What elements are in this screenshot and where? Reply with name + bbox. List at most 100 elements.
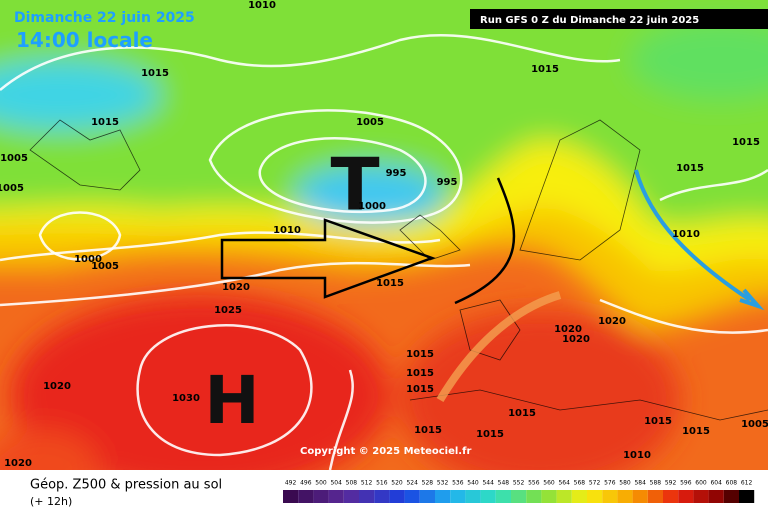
scale-swatch	[343, 490, 359, 503]
scale-label: 528	[422, 480, 434, 487]
date: Dimanche 22 juin 2025	[14, 10, 195, 26]
scale-label: 612	[741, 480, 753, 487]
scale-swatch	[419, 490, 435, 503]
scale-label: 504	[330, 480, 342, 487]
isobar-label: 1030	[172, 393, 200, 404]
scale-swatch	[602, 490, 618, 503]
scale-label: 552	[513, 480, 525, 487]
high-label: H	[204, 362, 259, 439]
scale-label: 584	[634, 480, 646, 487]
isobar-label: 1015	[644, 416, 672, 427]
scale-label: 492	[285, 480, 297, 487]
isobar-label: 1015	[91, 117, 119, 128]
scale-label: 496	[300, 480, 312, 487]
front-line	[454, 177, 516, 305]
scale-label: 564	[558, 480, 570, 487]
isobar-labels: 1010101510151015100510051005995995100010…	[0, 0, 768, 469]
scale-label: 588	[650, 480, 662, 487]
scale-label: 544	[482, 480, 494, 487]
isobar-label: 1015	[508, 408, 536, 419]
cold-arrow-head	[739, 288, 765, 311]
isobar-label: 1000	[358, 201, 386, 212]
scale-swatch	[465, 490, 481, 503]
isobar-label: 1015	[732, 137, 760, 148]
scale-swatch	[328, 490, 344, 503]
isobar-label: 1015	[406, 384, 434, 395]
scale-label: 572	[589, 480, 601, 487]
flow-arrow	[220, 218, 436, 299]
scale-swatch	[556, 490, 572, 503]
isobar-label: 995	[386, 168, 407, 179]
run-box	[470, 9, 768, 29]
scale-swatch	[526, 490, 542, 503]
isobar-label: 1005	[0, 183, 24, 194]
scale-label: 580	[619, 480, 631, 487]
isobar-label: 1010	[248, 0, 276, 11]
scale-swatch	[495, 490, 511, 503]
scale-label: 524	[406, 480, 418, 487]
scale-label: 592	[665, 480, 677, 487]
scale-swatch	[632, 490, 648, 503]
scale-label: 540	[467, 480, 479, 487]
scale-swatch	[739, 490, 755, 503]
scale-label: 596	[680, 480, 692, 487]
scale-swatch	[389, 490, 405, 503]
scale-label: 516	[376, 480, 388, 487]
color-scale: 492 496 500 504 508 512 516 520 524 528 532 536 540 5…	[283, 480, 755, 503]
scale-swatch	[450, 490, 466, 503]
footer-title: Géop. Z500 & pression au sol	[30, 478, 222, 493]
isobar-label: 1005	[0, 153, 28, 164]
isobar-label: 1010	[273, 225, 301, 236]
isobar-label: 1015	[682, 426, 710, 437]
scale-swatch	[708, 490, 724, 503]
scale-swatch	[435, 490, 451, 503]
scale-swatch	[511, 490, 527, 503]
scale-label: 556	[528, 480, 540, 487]
scale-label: 568	[574, 480, 586, 487]
scale-label: 512	[361, 480, 373, 487]
scale-swatch	[663, 490, 679, 503]
isobar-label: 1005	[356, 117, 384, 128]
isobar-label: 1015	[141, 68, 169, 79]
isobar-label: 1015	[414, 425, 442, 436]
isobar-label: 1010	[623, 450, 651, 461]
scale-label: 500	[315, 480, 327, 487]
scale-swatch	[723, 490, 739, 503]
low-label: T	[330, 143, 379, 227]
run-label: Run GFS 0 Z du Dimanche 22 juin 2025	[480, 15, 699, 26]
footer-subtitle: (+ 12h)	[30, 495, 72, 508]
scale-swatch	[587, 490, 603, 503]
scale-swatch	[374, 490, 390, 503]
copyright: Copyright © 2025 Meteociel.fr	[300, 446, 471, 457]
isobar-label: 1015	[406, 368, 434, 379]
scale-label: 608	[726, 480, 738, 487]
scale-swatch	[571, 490, 587, 503]
time: 14:00 locale	[16, 28, 153, 52]
isobar-label: 1015	[376, 278, 404, 289]
isobar-label: 1020	[554, 324, 582, 335]
scale-swatch	[647, 490, 663, 503]
isobar-label: 1005	[741, 419, 768, 430]
warm-arrow	[436, 291, 562, 403]
isobar-label: 1025	[214, 305, 242, 316]
scale-label: 560	[543, 480, 555, 487]
scale-label: 600	[695, 480, 707, 487]
scale-swatch	[617, 490, 633, 503]
isobar-label: 1010	[672, 229, 700, 240]
isobar-label: 1020	[222, 282, 250, 293]
isobar-label: 1015	[531, 64, 559, 75]
scale-swatch	[298, 490, 314, 503]
scale-swatch	[541, 490, 557, 503]
scale-swatch	[693, 490, 709, 503]
cold-arrow	[634, 169, 752, 302]
isobars	[0, 34, 768, 470]
scale-label: 520	[391, 480, 403, 487]
scale-label: 508	[346, 480, 358, 487]
scale-swatch	[359, 490, 375, 503]
scale-swatch	[404, 490, 420, 503]
scale-label: 532	[437, 480, 449, 487]
scale-swatch	[313, 490, 329, 503]
scale-label: 548	[498, 480, 510, 487]
